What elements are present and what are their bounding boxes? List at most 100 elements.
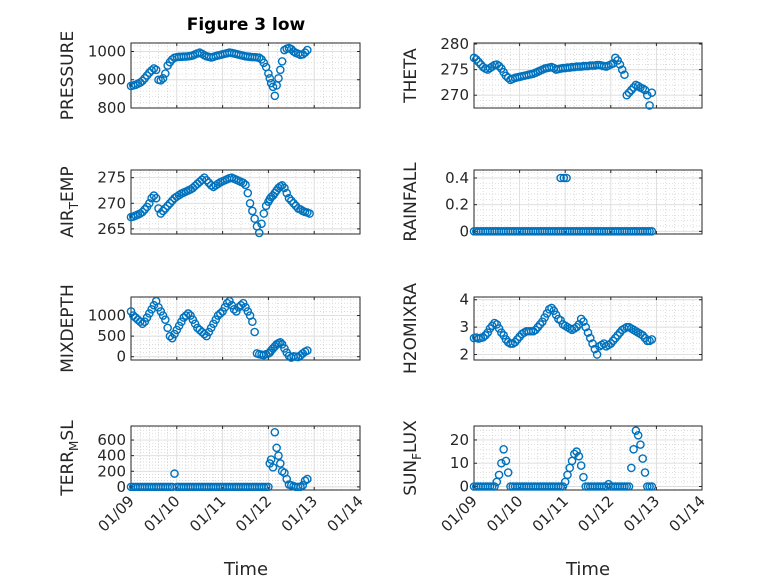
data-point bbox=[216, 309, 225, 318]
data-point bbox=[209, 319, 218, 329]
series-markers bbox=[469, 426, 657, 491]
axes-box bbox=[473, 169, 703, 235]
data-point bbox=[236, 300, 246, 310]
data-point bbox=[156, 307, 166, 316]
data-point bbox=[289, 198, 298, 208]
data-point bbox=[286, 196, 296, 206]
data-point bbox=[165, 331, 175, 341]
data-point bbox=[298, 481, 308, 490]
data-point bbox=[167, 333, 177, 343]
data-point bbox=[624, 88, 634, 97]
data-point bbox=[138, 76, 147, 86]
data-point bbox=[161, 315, 170, 324]
y-tick-label: 400 bbox=[97, 447, 126, 465]
figure-title: Figure 3 low bbox=[187, 15, 306, 35]
data-point bbox=[151, 65, 161, 75]
y-tick-label: 10 bbox=[450, 454, 469, 472]
data-point bbox=[581, 322, 591, 332]
data-point bbox=[241, 302, 250, 312]
data-point bbox=[282, 474, 292, 484]
data-point bbox=[248, 206, 257, 216]
data-point bbox=[494, 324, 504, 333]
data-point bbox=[280, 344, 289, 353]
y-tick-label: 0 bbox=[459, 478, 469, 496]
series-markers bbox=[126, 173, 314, 238]
subplot-sun-flux: 01/09 01/10 01/11 01/12 01/13 01/14 0 10 20 SUNFL… bbox=[401, 420, 709, 536]
series-markers bbox=[469, 53, 657, 110]
data-point bbox=[138, 319, 147, 329]
data-point bbox=[296, 482, 305, 492]
data-point bbox=[562, 173, 571, 183]
data-point bbox=[549, 306, 559, 315]
y-tick-label: 900 bbox=[97, 71, 126, 89]
data-point bbox=[126, 307, 136, 316]
data-point bbox=[232, 307, 241, 316]
data-point bbox=[590, 344, 600, 354]
data-point bbox=[142, 313, 152, 322]
data-point bbox=[611, 53, 620, 63]
data-point bbox=[265, 74, 275, 83]
subplot-mixdepth: 0 500 1000 MIXDEPTH bbox=[58, 284, 361, 373]
data-point bbox=[570, 449, 579, 459]
data-point bbox=[615, 60, 625, 69]
data-point bbox=[303, 474, 312, 484]
data-point bbox=[276, 337, 285, 347]
data-point bbox=[135, 78, 145, 87]
data-point bbox=[183, 309, 193, 318]
x-tick-label: 01/14 bbox=[666, 492, 709, 535]
data-point bbox=[138, 207, 147, 217]
y-axis-label: THETA bbox=[401, 48, 421, 104]
series-markers bbox=[126, 43, 312, 101]
data-point bbox=[497, 458, 506, 468]
data-point bbox=[642, 90, 652, 100]
data-point bbox=[149, 300, 159, 310]
data-point bbox=[298, 50, 308, 59]
x-tick-label: 01/13 bbox=[620, 492, 663, 535]
y-tick-label: 2 bbox=[459, 346, 469, 364]
data-point bbox=[147, 193, 156, 203]
data-point bbox=[540, 313, 549, 322]
data-point bbox=[241, 180, 250, 190]
data-point bbox=[574, 451, 584, 461]
y-tick-label: 800 bbox=[97, 99, 126, 117]
x-tick-label: 01/12 bbox=[574, 492, 617, 535]
y-tick-label: 275 bbox=[440, 61, 469, 79]
y-tick-label: 200 bbox=[97, 462, 126, 480]
y-tick-label: 4 bbox=[459, 291, 469, 309]
data-point bbox=[499, 331, 508, 340]
data-point bbox=[243, 188, 253, 198]
data-point bbox=[197, 175, 207, 185]
axes-box bbox=[473, 42, 703, 109]
data-point bbox=[501, 456, 511, 466]
data-point bbox=[238, 298, 248, 308]
data-point bbox=[622, 90, 632, 100]
data-point bbox=[266, 455, 276, 464]
y-axis-label: SUNFLUX bbox=[401, 420, 424, 496]
subplot-air-temp: 265 270 275 AIRTEMP bbox=[58, 166, 361, 238]
data-point bbox=[254, 228, 264, 238]
data-point bbox=[158, 74, 168, 83]
data-point bbox=[264, 482, 273, 492]
data-point bbox=[154, 302, 163, 312]
data-point bbox=[274, 74, 283, 83]
data-point bbox=[199, 329, 209, 339]
data-point bbox=[483, 328, 492, 337]
data-point bbox=[617, 65, 627, 74]
data-point bbox=[222, 298, 232, 308]
data-point bbox=[492, 320, 502, 329]
data-point bbox=[270, 427, 280, 437]
x-tick-label: 01/13 bbox=[278, 492, 321, 535]
series-markers bbox=[126, 427, 312, 492]
data-point bbox=[636, 440, 645, 449]
x-tick-label: 01/14 bbox=[324, 492, 367, 535]
data-point bbox=[270, 91, 280, 101]
data-point bbox=[276, 459, 285, 468]
data-point bbox=[559, 173, 569, 183]
data-point bbox=[161, 69, 170, 78]
data-point bbox=[149, 191, 159, 200]
y-tick-label: 275 bbox=[97, 169, 126, 187]
data-point bbox=[284, 193, 294, 203]
y-tick-label: 270 bbox=[440, 86, 469, 104]
data-point bbox=[627, 463, 636, 473]
